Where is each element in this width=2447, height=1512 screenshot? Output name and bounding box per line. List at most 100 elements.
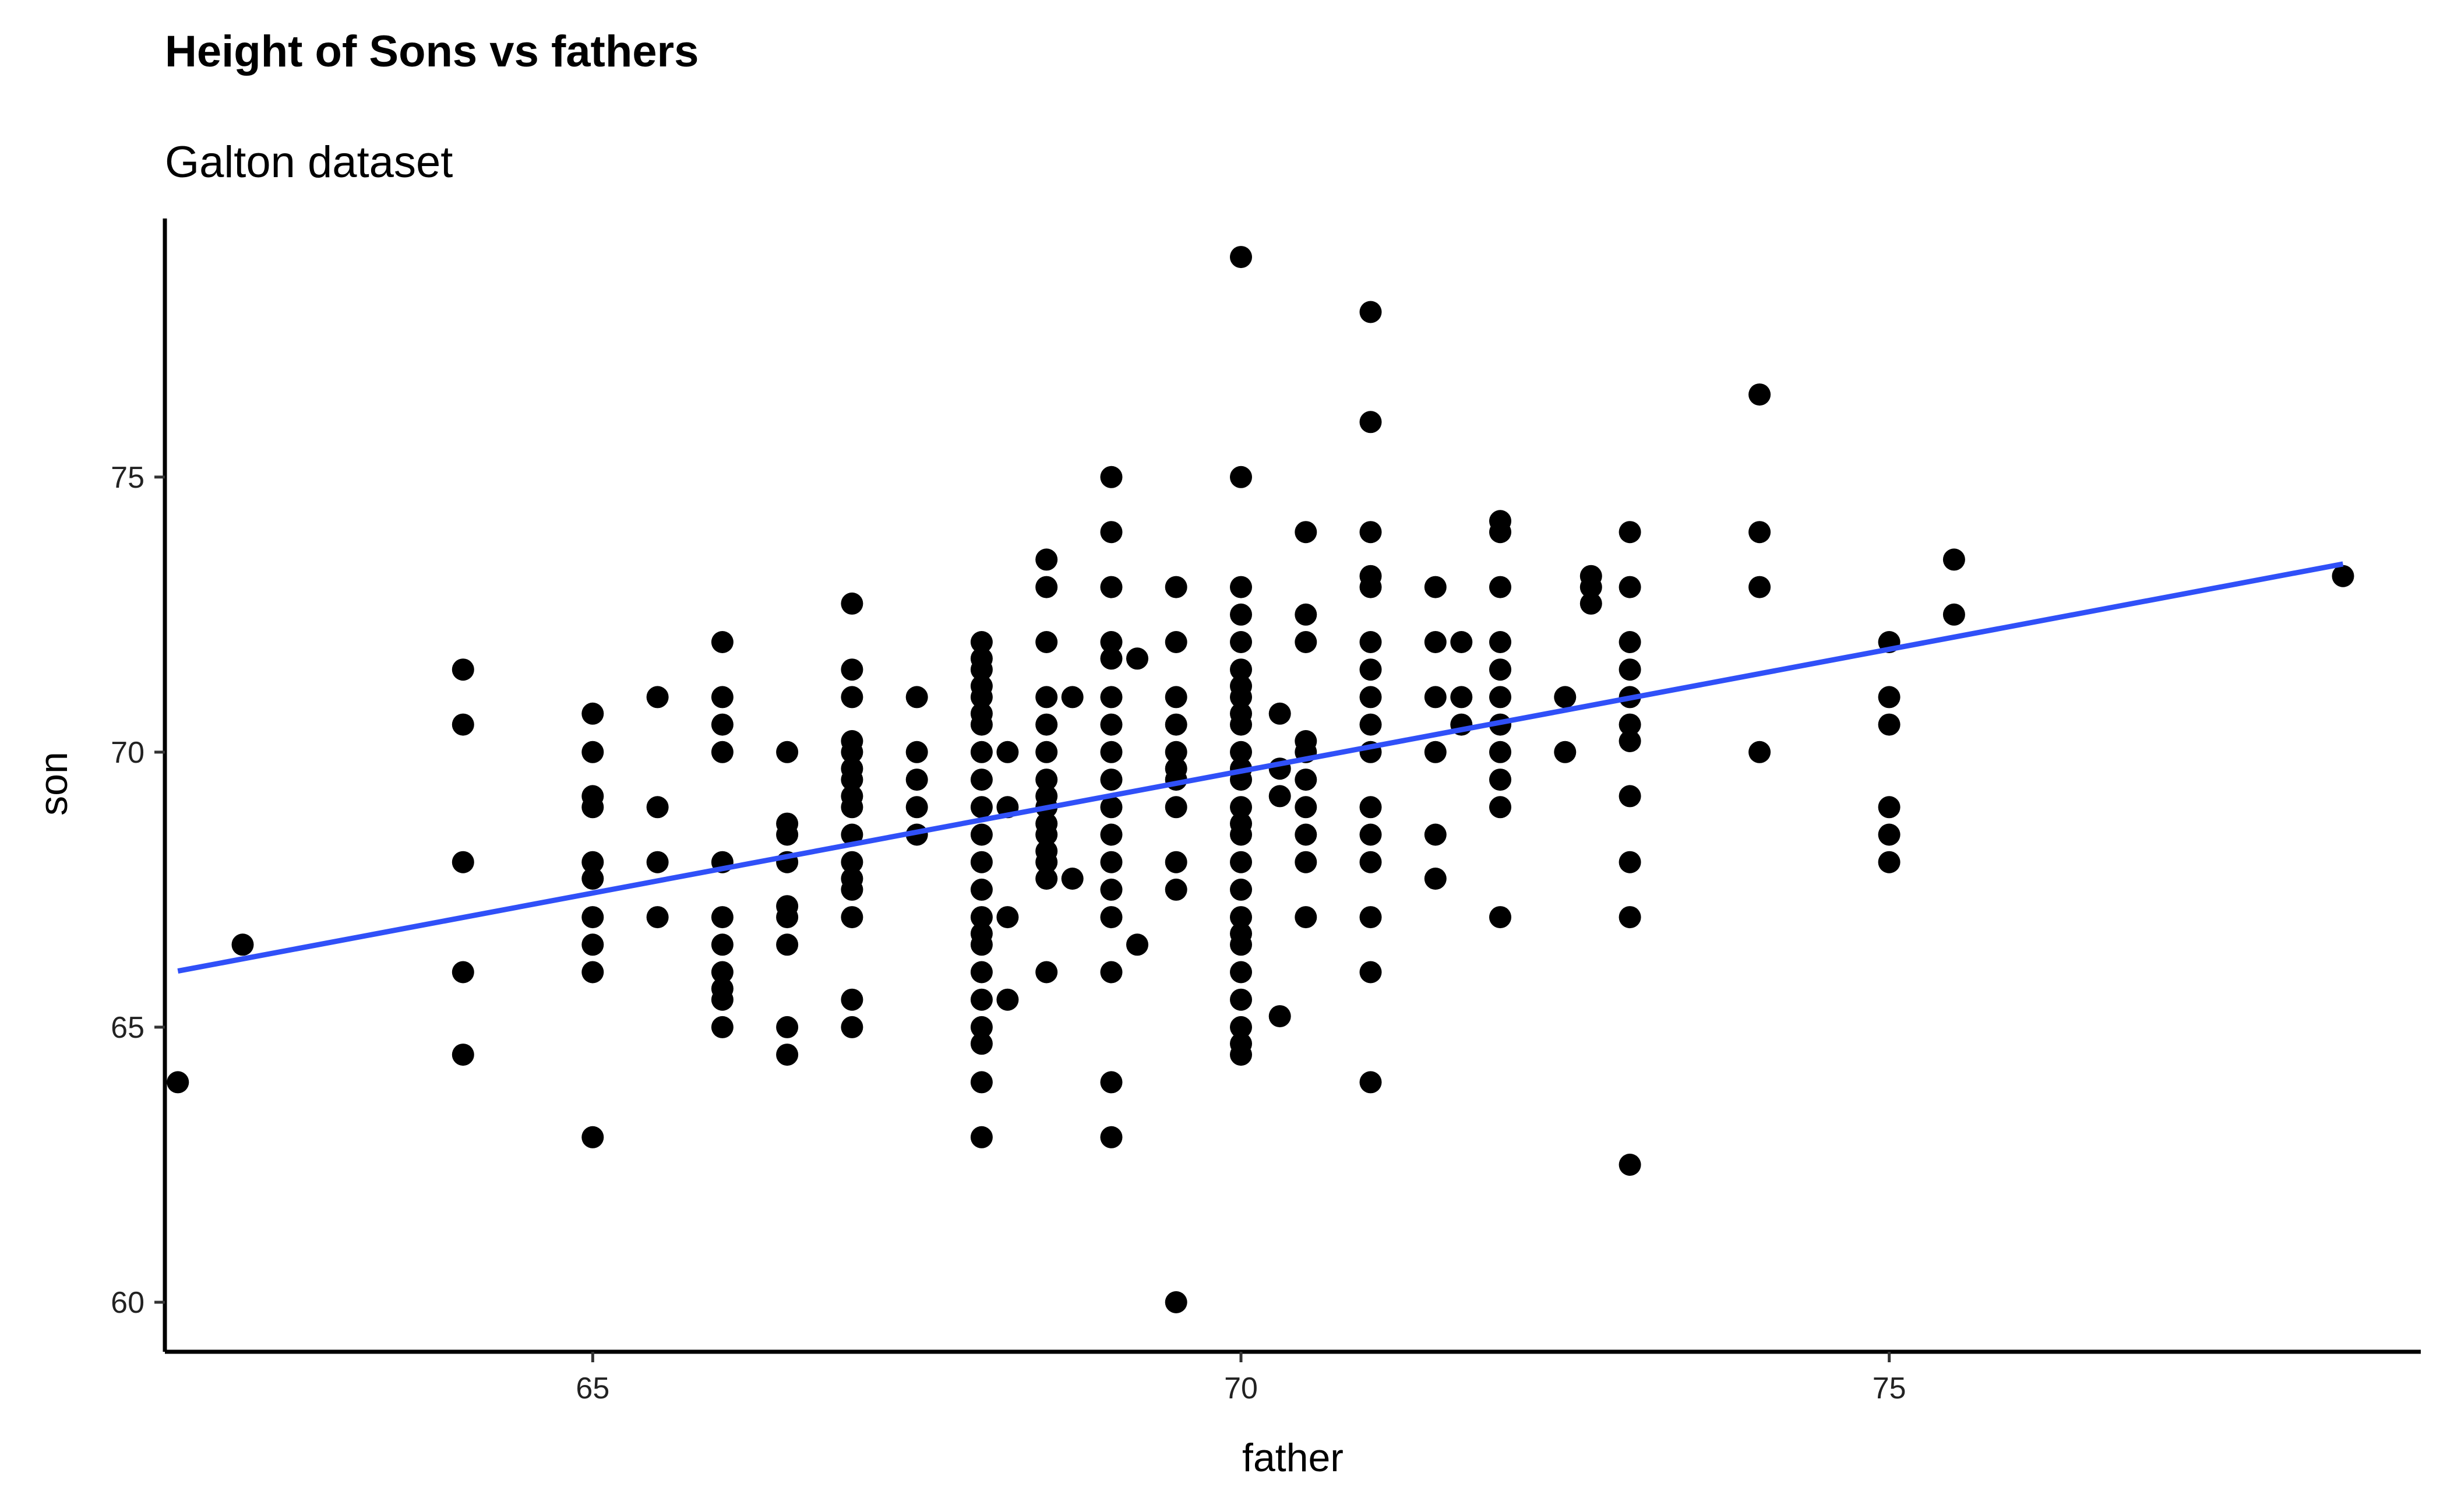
y-tick-label: 65 [111,1011,144,1045]
data-point [1230,988,1252,1011]
data-point [1424,631,1447,653]
data-point [1295,769,1317,791]
data-point [1165,851,1187,873]
data-point [167,1071,189,1094]
data-point [1035,868,1058,890]
data-point [1619,906,1641,929]
data-point [970,1016,993,1038]
data-point [711,988,734,1011]
data-point [970,961,993,984]
data-point [776,933,799,956]
data-point [1035,823,1058,846]
data-point [1035,851,1058,873]
data-point [1489,576,1511,598]
data-point [1165,796,1187,819]
data-point [776,1016,799,1038]
data-point [1619,1154,1641,1176]
data-point [841,769,863,791]
data-point [970,631,993,653]
data-point [581,961,604,984]
data-point [996,988,1019,1011]
data-point [581,906,604,929]
data-point [996,741,1019,763]
data-point [1035,686,1058,709]
data-point [970,988,993,1011]
data-point [841,823,863,846]
data-point [1878,796,1901,819]
data-point [711,906,734,929]
data-point [1035,548,1058,571]
data-point [646,686,669,709]
data-point [1878,713,1901,736]
data-point [1230,933,1252,956]
data-point [1579,576,1602,598]
data-point [905,686,928,709]
data-point [1942,603,1965,626]
data-point [1748,576,1771,598]
data-point [905,769,928,791]
data-point [1100,741,1123,763]
data-point [1359,301,1382,323]
regression-line [177,561,2344,974]
data-point [646,796,669,819]
data-point [1489,906,1511,929]
data-point [1619,785,1641,808]
data-point [1100,906,1123,929]
axes-layer [163,218,2421,1354]
data-point [711,631,734,653]
data-point [970,823,993,846]
data-point [1100,576,1123,598]
data-point [1295,906,1317,929]
data-point [1359,521,1382,544]
data-point [1035,741,1058,763]
data-point [1100,1126,1123,1148]
data-point [1126,647,1148,670]
data-point [1165,878,1187,901]
data-point [970,933,993,956]
data-point [1295,823,1317,846]
data-point [1035,961,1058,984]
data-point [841,796,863,819]
data-point [452,961,474,984]
data-point [1359,1071,1382,1094]
data-point [905,741,928,763]
data-point [970,796,993,819]
data-point [841,658,863,681]
data-point [841,988,863,1011]
data-point [1268,785,1291,808]
data-point [970,741,993,763]
y-tick-label: 70 [111,736,144,770]
data-point [1878,851,1901,873]
data-point [581,1126,604,1148]
data-point [776,1044,799,1066]
data-point [1878,686,1901,709]
x-tick-label: 75 [1873,1372,1906,1405]
data-point [841,686,863,709]
data-point [1450,686,1473,709]
data-point [1619,521,1641,544]
data-point [1230,576,1252,598]
data-point [646,851,669,873]
data-point [1230,658,1252,681]
data-point [646,906,669,929]
data-point [970,878,993,901]
data-point [1359,906,1382,929]
data-point [1489,686,1511,709]
data-point [1061,686,1084,709]
x-axis-title: father [1242,1436,1344,1480]
data-point [581,868,604,890]
data-point [452,658,474,681]
data-point [1619,851,1641,873]
data-point [1100,647,1123,670]
data-point [1424,868,1447,890]
data-point [970,906,993,929]
data-point [1165,631,1187,653]
data-point [452,851,474,873]
data-point [1359,961,1382,984]
data-point [1295,521,1317,544]
y-tick-label: 75 [111,461,144,495]
x-tick-label: 65 [576,1372,609,1405]
data-point [1165,686,1187,709]
data-point [452,1044,474,1066]
